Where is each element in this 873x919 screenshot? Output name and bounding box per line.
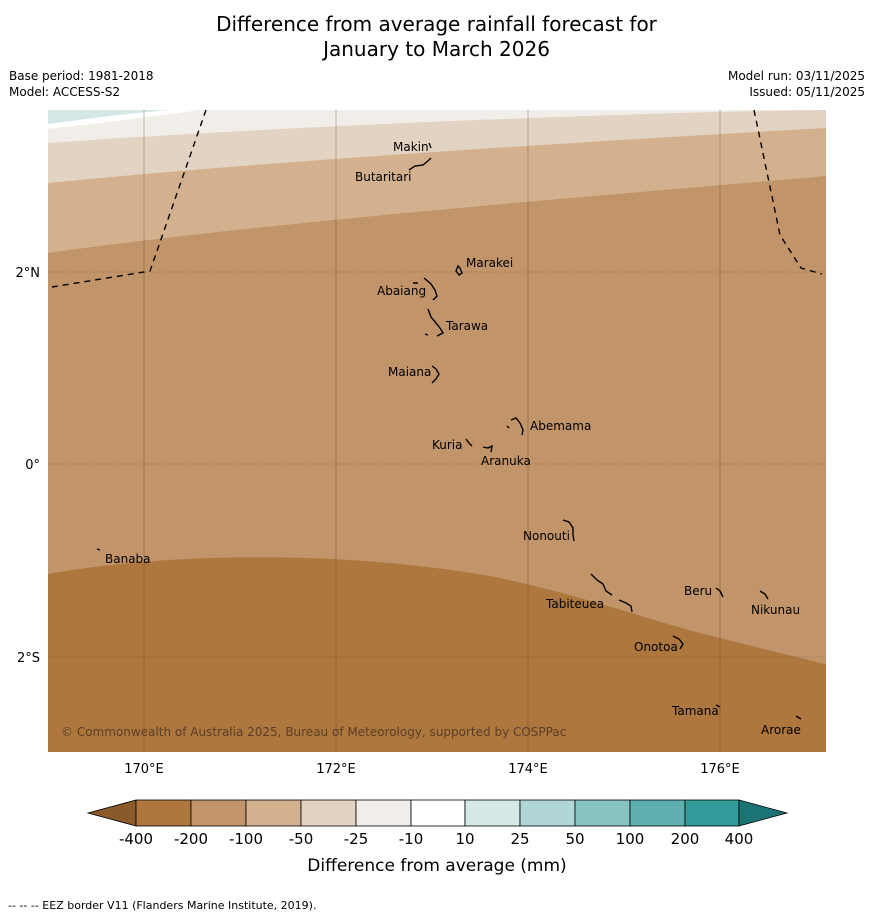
label-tarawa: Tarawa bbox=[445, 319, 488, 333]
lon-label-170e: 170°E bbox=[124, 762, 164, 777]
lat-label-2n: 2°N bbox=[16, 266, 41, 281]
eez-border bbox=[51, 110, 823, 288]
colorbar-segment-5 bbox=[355, 799, 412, 827]
base-period: Base period: 1981-2018 bbox=[9, 69, 154, 83]
island-shape-banaba bbox=[96, 548, 101, 551]
island-shape-nikunau bbox=[759, 590, 769, 600]
island-shape-kuria bbox=[465, 438, 473, 447]
island-labels: Makin Butaritari Marakei Abaiang Tarawa … bbox=[105, 140, 801, 737]
colorbar-tick: -200 bbox=[174, 830, 208, 848]
colorbar-segment-8 bbox=[519, 799, 576, 827]
colorbar-tick: 200 bbox=[671, 830, 700, 848]
colorbar-tick: -50 bbox=[289, 830, 314, 848]
island-shape-abaiang bbox=[413, 277, 438, 301]
label-arorae: Arorae bbox=[761, 723, 801, 737]
copyright-notice: © Commonwealth of Australia 2025, Bureau… bbox=[61, 725, 566, 739]
colorbar-tick: -100 bbox=[229, 830, 263, 848]
colorbar-extend-high bbox=[738, 799, 789, 827]
colorbar-segment-1 bbox=[135, 799, 192, 827]
colorbar-segment-4 bbox=[300, 799, 357, 827]
colorbar-extend-low bbox=[86, 799, 137, 827]
island-shape-aranuka bbox=[482, 444, 493, 453]
island-shape-tabiteuea bbox=[590, 573, 633, 613]
label-banaba: Banaba bbox=[105, 552, 151, 566]
island-outlines bbox=[96, 142, 802, 720]
colorbar-ticks: -400 -200 -100 -50 -25 -10 10 25 50 100 … bbox=[119, 830, 753, 848]
label-abemama: Abemama bbox=[530, 419, 591, 433]
colorbar-tick: -25 bbox=[344, 830, 369, 848]
label-nonouti: Nonouti bbox=[523, 529, 570, 543]
label-beru: Beru bbox=[684, 584, 712, 598]
lat-label-0: 0° bbox=[25, 458, 40, 473]
island-shape-tamana bbox=[715, 704, 721, 708]
lon-label-176e: 176°E bbox=[700, 762, 740, 777]
island-shape-nonouti bbox=[562, 519, 575, 542]
lat-label-2s: 2°S bbox=[17, 651, 40, 666]
band-minus-25-to-minus-10 bbox=[48, 110, 826, 143]
band-10-to-25 bbox=[48, 110, 170, 124]
colorbar-segment-6 bbox=[410, 799, 466, 827]
label-makin: Makin bbox=[393, 140, 429, 154]
model-name: Model: ACCESS-S2 bbox=[9, 85, 121, 99]
island-shape-makin bbox=[428, 142, 432, 149]
axis-labels: 2°N 0° 2°S 170°E 172°E 174°E 176°E bbox=[16, 266, 740, 777]
colorbar-tick: 10 bbox=[455, 830, 474, 848]
island-shape-beru bbox=[715, 587, 724, 598]
colorbar-tick: -10 bbox=[399, 830, 424, 848]
colorbar-segment-2 bbox=[190, 799, 247, 827]
colorbar: -400 -200 -100 -50 -25 -10 10 25 50 100 … bbox=[86, 799, 789, 876]
colorbar-segment-3 bbox=[245, 799, 302, 827]
label-abaiang: Abaiang bbox=[377, 284, 426, 298]
colorbar-tick: 400 bbox=[725, 830, 754, 848]
label-tabiteuea: Tabiteuea bbox=[545, 597, 604, 611]
label-butaritari: Butaritari bbox=[355, 170, 412, 184]
label-nikunau: Nikunau bbox=[751, 603, 800, 617]
island-shape-onotoa bbox=[672, 635, 684, 650]
eez-legend-note: -- -- -- EEZ border V11 (Flanders Marine… bbox=[8, 899, 317, 912]
island-shape-marakei bbox=[455, 264, 463, 276]
gridlines bbox=[48, 110, 826, 752]
label-aranuka: Aranuka bbox=[481, 454, 531, 468]
label-maiana: Maiana bbox=[388, 365, 431, 379]
rainfall-map: Makin Butaritari Marakei Abaiang Tarawa … bbox=[48, 110, 826, 752]
eez-border-west bbox=[51, 110, 207, 288]
model-run-date: Model run: 03/11/2025 bbox=[727, 69, 865, 83]
meta-right: Model run: 03/11/2025 Issued: 05/11/2025 bbox=[728, 68, 865, 100]
meta-left: Base period: 1981-2018 Model: ACCESS-S2 bbox=[9, 68, 154, 100]
colorbar-label: Difference from average (mm) bbox=[307, 856, 566, 876]
issued-date: Issued: 05/11/2025 bbox=[749, 85, 865, 99]
colorbar-segment-10 bbox=[629, 799, 686, 827]
eez-border-east bbox=[753, 110, 823, 275]
island-shape-arorae bbox=[795, 715, 802, 720]
lon-label-174e: 174°E bbox=[508, 762, 548, 777]
colorbar-segment-7 bbox=[464, 799, 521, 827]
colorbar-tick: 50 bbox=[565, 830, 584, 848]
colorbar-tick: -400 bbox=[119, 830, 153, 848]
colorbar-tick: 25 bbox=[510, 830, 529, 848]
title-line-1: Difference from average rainfall forecas… bbox=[216, 12, 657, 36]
colorbar-tick: 100 bbox=[616, 830, 645, 848]
label-marakei: Marakei bbox=[466, 256, 513, 270]
colorbar-segment-11 bbox=[684, 799, 740, 827]
map-title: Difference from average rainfall forecas… bbox=[0, 12, 873, 62]
title-line-2: January to March 2026 bbox=[323, 37, 550, 61]
island-shape-tarawa bbox=[424, 308, 444, 337]
island-shape-maiana bbox=[431, 365, 440, 384]
island-shape-butaritari bbox=[408, 157, 432, 171]
label-onotoa: Onotoa bbox=[634, 640, 678, 654]
label-tamana: Tamana bbox=[671, 704, 719, 718]
band-minus-400-to-minus-200 bbox=[48, 557, 826, 752]
label-kuria: Kuria bbox=[432, 438, 463, 452]
island-shape-abemama bbox=[506, 417, 524, 436]
lon-label-172e: 172°E bbox=[316, 762, 356, 777]
colorbar-segment-9 bbox=[574, 799, 631, 827]
